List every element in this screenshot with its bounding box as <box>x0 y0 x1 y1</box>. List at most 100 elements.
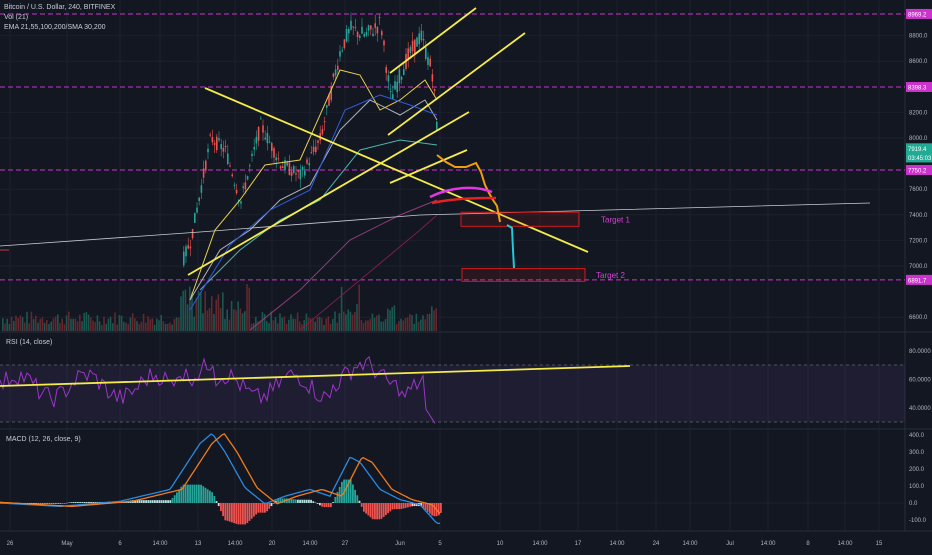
volume-bar <box>356 304 358 331</box>
target-label: Target 1 <box>601 215 630 224</box>
volume-bar <box>158 320 160 331</box>
macd-tick-label: 100.0 <box>909 484 925 490</box>
volume-bar <box>21 317 24 331</box>
candle-body <box>209 134 211 136</box>
volume-bar <box>173 318 176 331</box>
candle-body <box>187 245 189 249</box>
volume-bar <box>420 319 422 331</box>
macd-histogram-bar <box>138 500 141 503</box>
macd-histogram-bar <box>52 503 55 504</box>
candle-body <box>387 75 390 82</box>
macd-histogram-bar <box>345 479 348 503</box>
macd-histogram-bar <box>380 503 383 519</box>
volume-bar <box>270 311 272 331</box>
candle-body <box>279 166 282 169</box>
volume-bar <box>147 316 149 331</box>
volume-bar <box>266 321 268 331</box>
grid <box>0 0 932 532</box>
price-badge <box>906 82 932 93</box>
volume-bar <box>329 323 332 331</box>
macd-histogram-bar <box>349 479 352 503</box>
volume-bar <box>6 318 8 331</box>
macd-histogram-bar <box>281 498 284 503</box>
macd-histogram-bar <box>46 503 48 504</box>
candle-body <box>392 94 394 100</box>
macd-histogram-bar <box>85 501 88 503</box>
macd-histogram-bar <box>312 501 315 503</box>
volume-bar <box>116 324 118 331</box>
candle-body <box>308 163 310 166</box>
candle-body <box>202 168 205 178</box>
macd-histogram-bar <box>198 484 200 503</box>
volume-bar <box>338 313 341 331</box>
candle-body <box>271 143 273 152</box>
macd-histogram-bar <box>33 503 35 504</box>
volume-bar <box>204 291 206 331</box>
macd-histogram-bar <box>173 495 176 503</box>
candle-body <box>326 105 328 108</box>
y-tick-label: 7600.0 <box>909 187 928 193</box>
macd-histogram-bar <box>426 503 429 512</box>
macd-histogram-bar <box>59 503 62 504</box>
candle-body <box>238 199 240 202</box>
macd-histogram-bar <box>319 503 321 506</box>
candle-body <box>334 69 337 76</box>
volume-bar <box>296 312 299 331</box>
macd-histogram-bar <box>35 503 37 504</box>
macd-histogram-bar <box>358 500 361 503</box>
macd-histogram-bar <box>310 499 312 503</box>
candle-body <box>200 185 203 193</box>
candle-body <box>356 31 359 38</box>
rsi-tick-label: 80.0000 <box>909 349 931 355</box>
x-tick-label: 14:00 <box>227 541 243 547</box>
x-tick-label: 14:00 <box>609 541 625 547</box>
candle-body <box>304 170 306 176</box>
macd-histogram-bar <box>145 500 147 503</box>
volume-bar <box>59 323 61 331</box>
volume-bar <box>30 311 33 331</box>
volume-bar <box>202 313 204 331</box>
macd-histogram-bar <box>356 495 359 503</box>
price-badge-label: 8398.3 <box>908 86 927 92</box>
volume-bar <box>347 309 349 331</box>
projections <box>429 154 515 269</box>
macd-label: MACD (12, 26, close, 9) <box>6 436 81 443</box>
macd-histogram-bar <box>248 503 251 521</box>
volume-bar <box>387 308 389 331</box>
volume-bar <box>125 322 127 331</box>
volume-bar <box>81 321 83 331</box>
macd-histogram-bar <box>149 500 152 503</box>
volume-bar <box>222 292 224 331</box>
volume-bar <box>305 313 308 331</box>
candle-body <box>385 66 387 73</box>
candle-body <box>290 171 293 176</box>
macd-histogram-bar <box>96 501 99 503</box>
volume-bar <box>96 315 99 331</box>
macd-histogram-bar <box>189 484 191 503</box>
macd-histogram-bar <box>66 502 68 504</box>
macd-tick-label: 0.0 <box>909 501 918 507</box>
macd-histogram-bar <box>228 503 231 522</box>
macd-histogram-bar <box>136 500 139 503</box>
volume-bar <box>351 314 354 331</box>
volume-bar <box>200 292 202 331</box>
candle-body <box>374 23 376 28</box>
price-badge-label: 6891.7 <box>908 278 927 284</box>
macd-histogram-bar <box>365 503 367 514</box>
volume-bar <box>239 308 242 331</box>
volume-bar <box>415 313 418 331</box>
candle-body <box>372 33 374 36</box>
volume-bar <box>98 321 101 331</box>
volume-bar <box>384 318 387 331</box>
macd-histogram-bar <box>400 503 403 510</box>
candle-body <box>220 144 222 150</box>
candle-body <box>268 141 271 143</box>
volume-bar <box>334 311 336 331</box>
volume-bar <box>37 322 39 331</box>
volume-bar <box>371 313 374 331</box>
volume-bar <box>373 317 376 331</box>
volume-bar <box>103 316 105 331</box>
volume-bar <box>406 317 409 331</box>
x-tick-label: 14:00 <box>760 541 776 547</box>
